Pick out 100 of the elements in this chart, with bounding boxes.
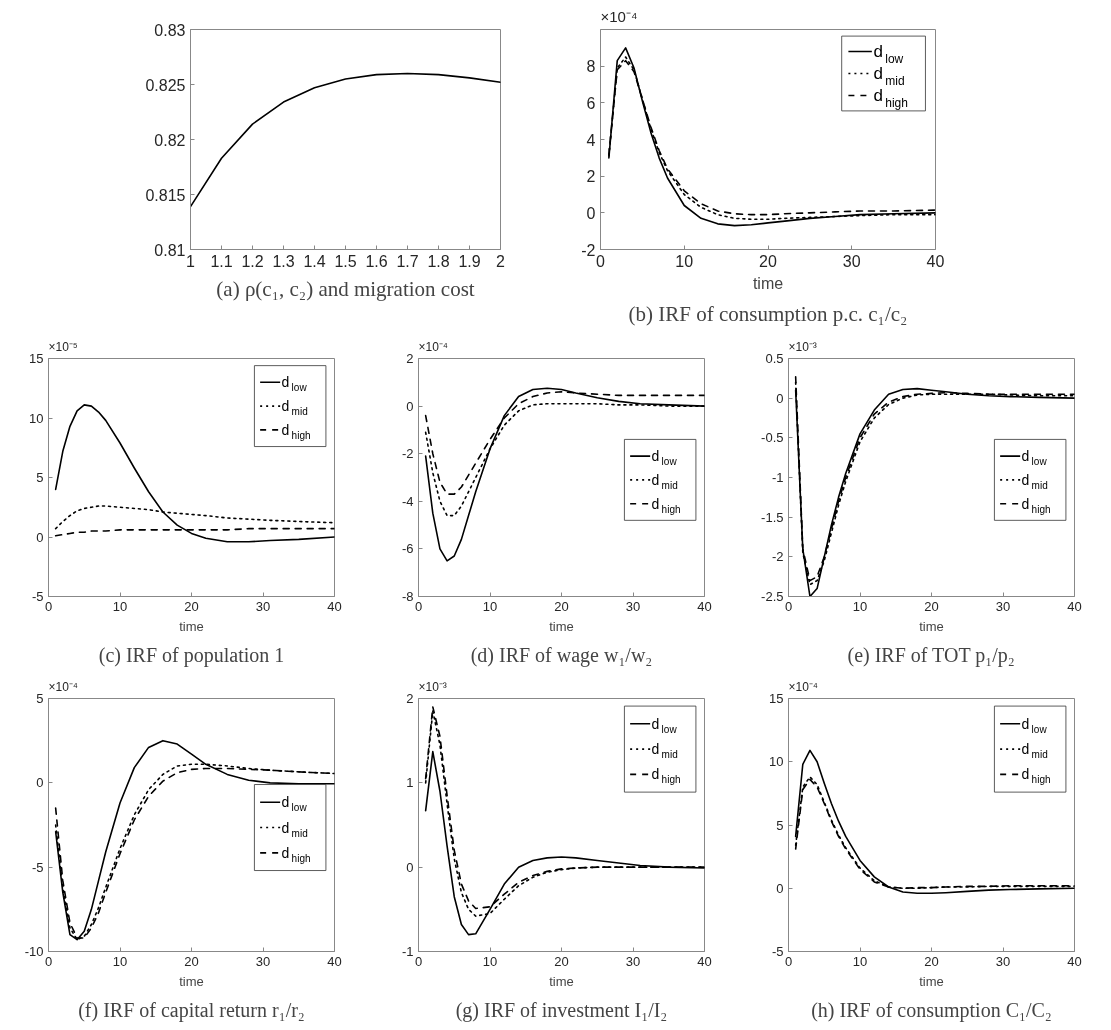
x-tick-label: 10 <box>852 953 868 969</box>
x-axis-title: time <box>752 274 784 292</box>
x-tick-label: 30 <box>995 598 1011 614</box>
y-tick-label: -1 <box>401 944 414 959</box>
x-axis-title: time <box>549 973 574 989</box>
y-tick-label: 2 <box>406 351 414 366</box>
y-tick-label: 6 <box>586 94 596 112</box>
y-tick-label: -5 <box>31 589 44 604</box>
x-tick-label: 1.7 <box>396 252 419 270</box>
x-tick-label: 20 <box>184 598 199 614</box>
x-tick-label: 10 <box>112 598 128 614</box>
y-tick-label: 0.83 <box>154 21 186 39</box>
x-tick-label: 1.2 <box>241 252 264 270</box>
y-tick-label: 4 <box>586 131 596 149</box>
y-tick-label: 0 <box>406 859 414 875</box>
y-tick-label: -5 <box>771 944 784 959</box>
text: (f) IRF of capital return r₁/r₂ <box>78 998 305 1022</box>
x-tick-label: 20 <box>184 953 199 969</box>
text: ×10⁻³ <box>788 339 817 354</box>
text: (c) IRF of population 1 <box>98 643 285 667</box>
x-tick-label: 20 <box>924 953 939 969</box>
y-tick-label: -0.5 <box>761 430 784 446</box>
y-tick-label: 2 <box>406 691 414 706</box>
x-axis-title: time <box>549 618 574 634</box>
x-tick-label: 40 <box>926 252 945 270</box>
y-tick-label: 0 <box>36 529 44 545</box>
text: ×10⁻⁴ <box>418 339 449 354</box>
y-tick-label: 0.5 <box>765 351 784 366</box>
text: ×10⁻⁴ <box>48 679 79 694</box>
y-tick-label: 15 <box>29 351 44 366</box>
y-tick-label: 10 <box>769 754 784 770</box>
x-axis-title: time <box>919 973 944 989</box>
x-tick-label: 30 <box>842 252 861 270</box>
text: ×10⁻⁴ <box>600 7 638 25</box>
x-tick-label: 10 <box>482 953 498 969</box>
y-tick-label: 0 <box>776 880 784 896</box>
x-tick-label: 1.1 <box>210 252 233 270</box>
y-tick-label: -4 <box>401 493 414 509</box>
text: ×10⁻⁵ <box>48 339 78 354</box>
y-tick-label: -2 <box>771 549 784 565</box>
x-tick-label: 30 <box>995 953 1011 969</box>
x-tick-label: 40 <box>1067 953 1082 969</box>
y-tick-label: 0.815 <box>145 186 186 204</box>
y-tick-label: 1 <box>406 775 414 791</box>
x-tick-label: 2 <box>496 252 506 270</box>
x-axis-title: time <box>179 618 204 634</box>
x-tick-label: 40 <box>327 598 342 614</box>
x-tick-label: 40 <box>1067 598 1082 614</box>
y-tick-label: -1 <box>771 470 784 485</box>
x-tick-label: 20 <box>554 598 569 614</box>
x-tick-label: 10 <box>112 953 128 969</box>
text: (h) IRF of consumption C₁/C₂ <box>811 998 1052 1022</box>
y-tick-label: -8 <box>401 589 414 604</box>
x-tick-label: 30 <box>255 953 271 969</box>
y-tick-label: 2 <box>586 168 596 186</box>
x-tick-label: 40 <box>697 953 712 969</box>
text: (a) ρ(c₁, c₂) and migration cost <box>216 276 475 301</box>
y-tick-label: 8 <box>586 58 596 76</box>
y-tick-label: 5 <box>36 691 44 706</box>
text: (e) IRF of TOT p₁/p₂ <box>847 643 1015 667</box>
x-tick-label: 20 <box>759 252 777 270</box>
x-tick-label: 1.5 <box>334 252 357 270</box>
y-tick-label: -6 <box>401 541 414 557</box>
y-tick-label: 0.82 <box>154 131 186 149</box>
x-tick-label: 20 <box>924 598 939 614</box>
y-tick-label: 5 <box>36 470 44 485</box>
y-tick-label: -5 <box>31 859 44 875</box>
y-tick-label: -1.5 <box>761 509 784 525</box>
y-tick-label: 15 <box>769 691 784 706</box>
x-tick-label: 40 <box>697 598 712 614</box>
y-tick-label: 0 <box>36 775 44 791</box>
text: (b) IRF of consumption p.c. c₁/c₂ <box>628 301 908 326</box>
y-tick-label: 0.825 <box>145 76 186 94</box>
y-tick-label: -2.5 <box>761 589 784 604</box>
x-tick-label: 40 <box>327 953 342 969</box>
text: (g) IRF of investment I₁/I₂ <box>455 998 668 1022</box>
x-tick-label: 1.6 <box>365 252 388 270</box>
x-tick-label: 10 <box>482 598 498 614</box>
x-tick-label: 1.3 <box>272 252 295 270</box>
x-tick-label: 20 <box>554 953 569 969</box>
x-tick-label: 10 <box>852 598 868 614</box>
x-tick-label: 1.9 <box>458 252 481 270</box>
y-tick-label: 0 <box>586 204 596 222</box>
y-tick-label: 10 <box>29 410 44 426</box>
x-axis-title: time <box>919 618 944 634</box>
x-tick-label: 1.8 <box>427 252 450 270</box>
y-tick-label: 0.81 <box>154 241 186 259</box>
text: ×10⁻³ <box>418 679 447 694</box>
y-tick-label: -2 <box>401 446 414 462</box>
y-tick-label: 0 <box>406 398 414 414</box>
x-tick-label: 30 <box>625 598 641 614</box>
y-tick-label: -10 <box>24 944 44 959</box>
y-tick-label: 5 <box>776 817 784 833</box>
x-tick-label: 10 <box>675 252 694 270</box>
x-tick-label: 30 <box>255 598 271 614</box>
x-axis-title: time <box>179 973 204 989</box>
x-tick-label: 1.4 <box>303 252 326 270</box>
text: ×10⁻⁴ <box>788 679 819 694</box>
x-tick-label: 30 <box>625 953 641 969</box>
y-tick-label: 0 <box>776 390 784 406</box>
